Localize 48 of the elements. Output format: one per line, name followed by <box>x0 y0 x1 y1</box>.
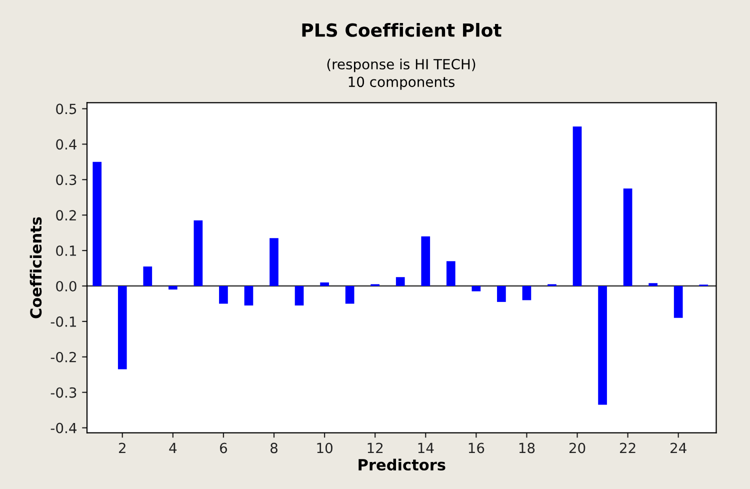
x-axis-title: Predictors <box>358 458 446 471</box>
x-tick-label: 14 <box>418 442 434 454</box>
y-tick-label: 0.5 <box>56 104 76 114</box>
bar <box>598 286 607 405</box>
y-tick-label: -0.1 <box>50 316 76 327</box>
bar <box>219 286 228 304</box>
x-tick-label: 12 <box>368 442 383 454</box>
bar <box>674 286 683 318</box>
y-tick-label: -0.4 <box>50 422 76 434</box>
x-tick-label: 22 <box>620 442 636 454</box>
x-tick-label: 16 <box>468 442 484 454</box>
bar <box>294 286 304 306</box>
x-tick-label: 2 <box>118 442 126 454</box>
bar <box>345 286 354 304</box>
y-tick-label: 0.1 <box>56 246 76 256</box>
bar <box>648 283 658 286</box>
bar <box>572 126 582 286</box>
y-tick-label: -0.2 <box>50 352 76 362</box>
y-tick-label: 0.0 <box>56 280 76 292</box>
bar <box>92 162 102 286</box>
x-tick-label: 10 <box>317 442 332 454</box>
bar <box>421 236 430 286</box>
bar <box>522 286 532 300</box>
bar <box>472 286 481 292</box>
bar <box>320 282 329 286</box>
x-tick-label: 24 <box>670 442 686 454</box>
bar <box>194 220 203 286</box>
bar <box>118 286 127 370</box>
y-tick-label: 0.4 <box>56 139 76 150</box>
bar <box>396 277 405 286</box>
bar <box>168 286 178 290</box>
y-axis-title: Coefficients <box>30 217 42 318</box>
x-tick-label: 6 <box>220 442 228 454</box>
bar <box>446 261 456 286</box>
y-tick-label: 0.3 <box>56 174 76 186</box>
x-tick-label: 18 <box>519 442 535 454</box>
bar <box>623 188 632 286</box>
x-tick-label: 8 <box>270 442 278 454</box>
y-tick-label: 0.2 <box>56 210 76 221</box>
bar <box>143 266 152 286</box>
bar <box>270 238 278 286</box>
x-tick-label: 4 <box>169 442 177 454</box>
bar <box>244 286 254 306</box>
y-tick-label: -0.3 <box>50 387 76 398</box>
x-tick-label: 20 <box>569 442 586 454</box>
bar <box>497 286 506 302</box>
chart-subtitle: (response is HI TECH) 10 components <box>327 58 476 90</box>
chart-title: PLS Coefficient Plot <box>302 22 502 37</box>
